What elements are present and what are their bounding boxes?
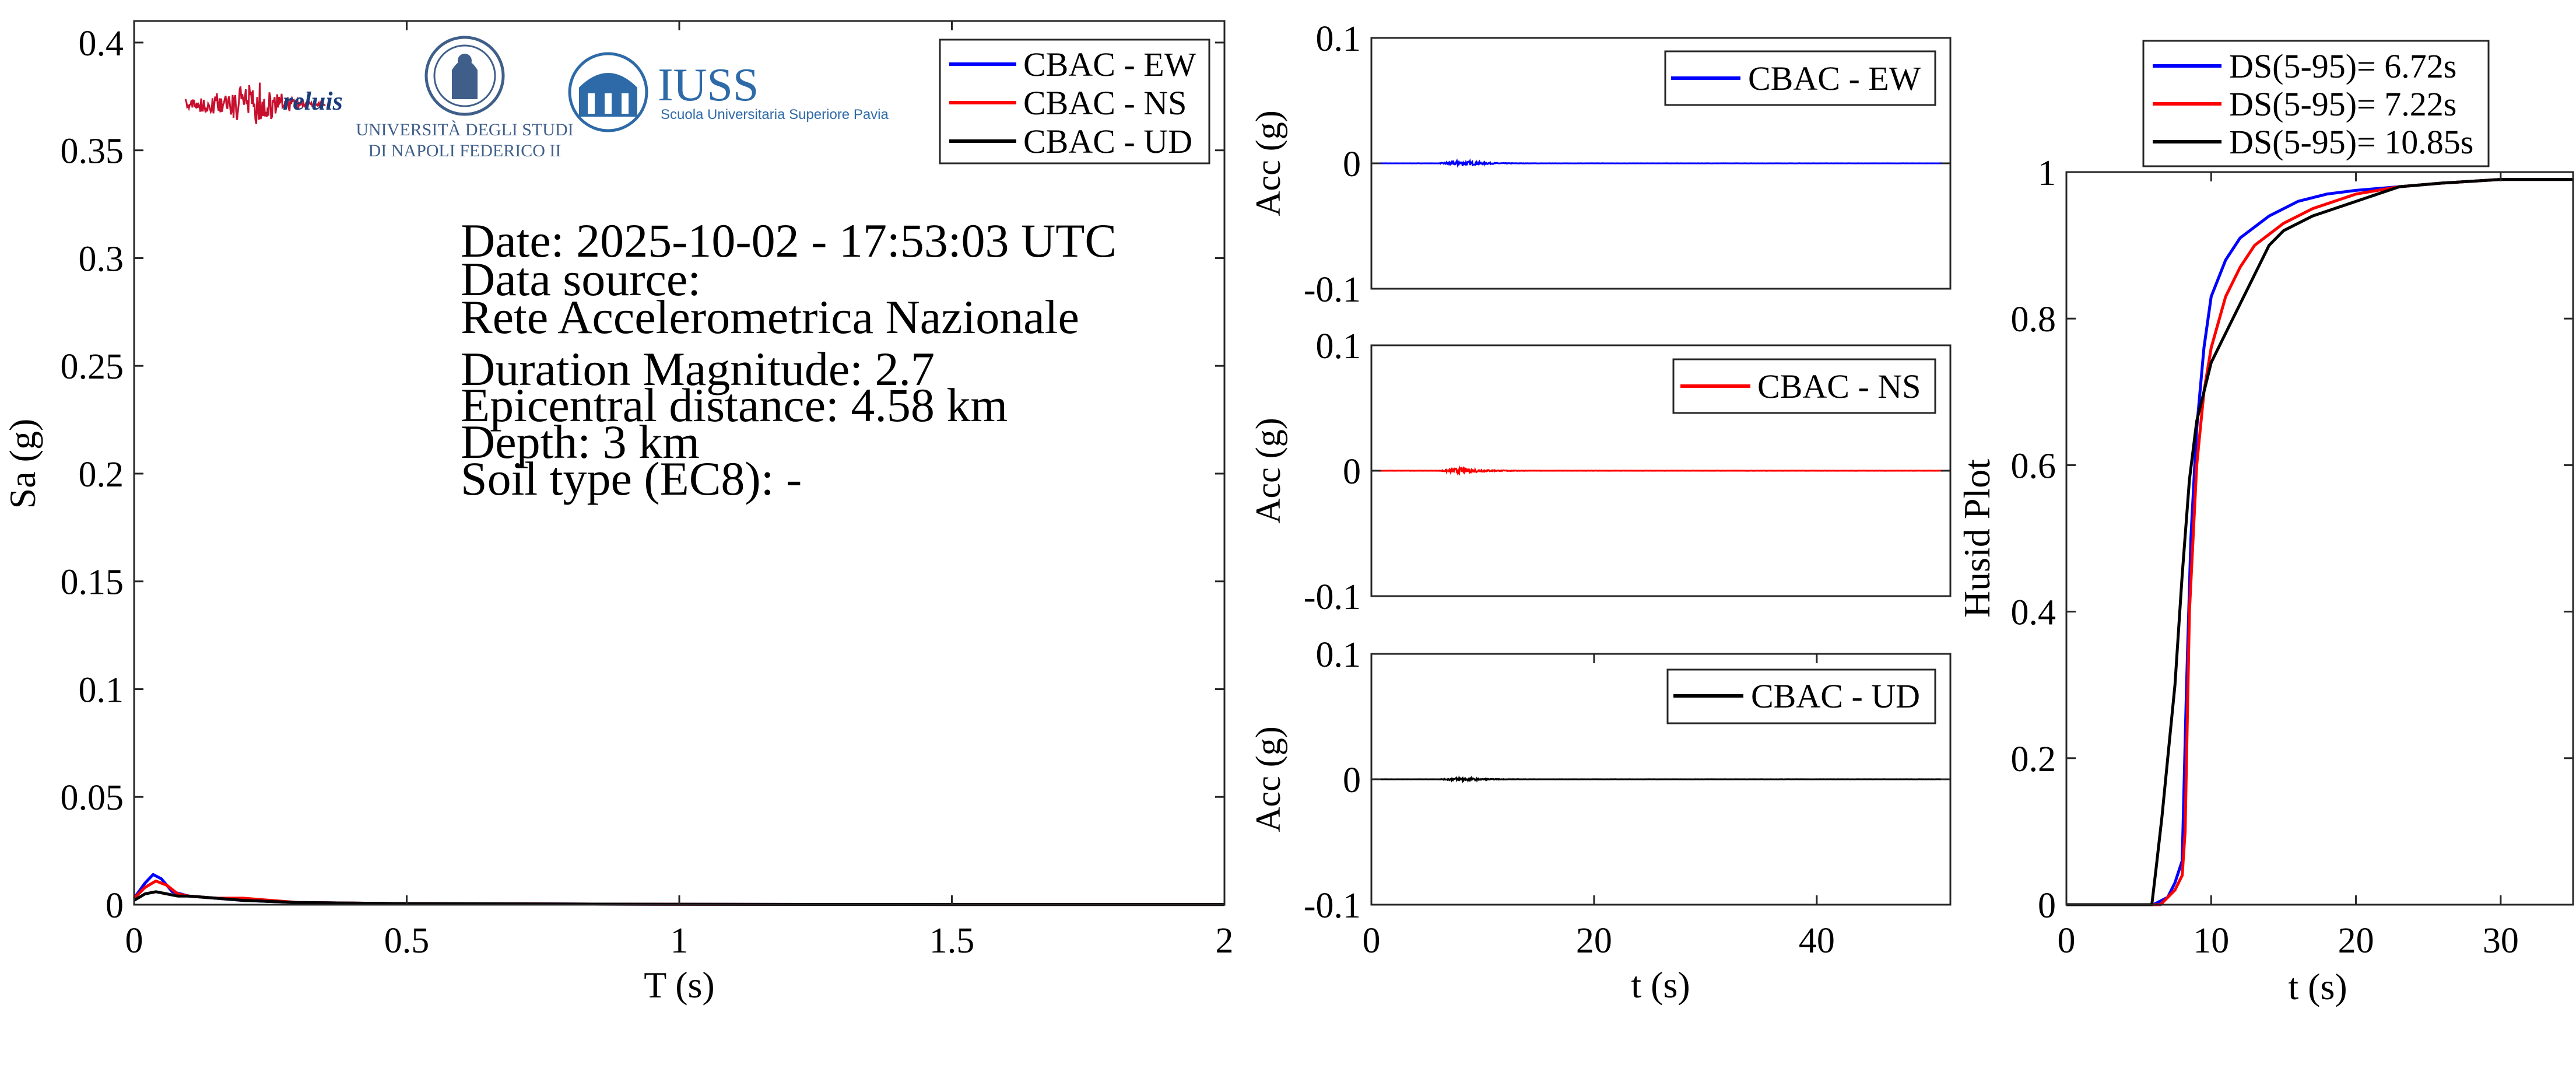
spectrum-xtick-label: 1 (671, 921, 689, 961)
legend-label-ud: CBAC - UD (1023, 122, 1192, 160)
acc-cbac-ew-ytick-label: 0.1 (1316, 19, 1361, 59)
spectrum-xtick-label: 0.5 (384, 921, 430, 961)
spectrum-xtick-label: 0 (125, 921, 143, 961)
acc-ud-x-axis-label: t (s) (1631, 964, 1690, 1006)
acc-ud-y-axis-label: Acc (g) (1249, 726, 1287, 832)
acc-ud-chart: Acc (g) t (s) CBAC - UD -0.100.10 20 40 (1249, 635, 1952, 1006)
spectrum-ytick-label: 0.35 (61, 132, 124, 171)
husid-xtick-label: 30 (2483, 921, 2519, 961)
legend-label-ew: CBAC - EW (1023, 45, 1196, 83)
acc-ns-legend: CBAC - NS (1672, 358, 1936, 414)
acc-cbac-ud-ytick-label: 0.1 (1316, 635, 1361, 675)
acc-ew-legend: CBAC - EW (1664, 50, 1936, 106)
info-data-source: Rete Accelerometrica Nazionale (461, 290, 1079, 344)
husid-ytick-label: 0.8 (2011, 300, 2056, 339)
acc-cbac-ns-ytick-label: 0.1 (1316, 327, 1361, 366)
event-info-block: Date: 2025-10-02 - 17:53:03 UTC Data sou… (461, 214, 1117, 505)
reluis-logo: reluis (184, 82, 343, 124)
reluis-logo-text: reluis (283, 87, 343, 115)
husid-xtick-label: 20 (2338, 921, 2374, 961)
acc-ud-legend-label: CBAC - UD (1751, 677, 1920, 715)
acc-series-cbac-ew (1371, 158, 1951, 169)
husid-chart: 00.20.40.60.81 0 10 20 30 t (s) Husid Plot … (1956, 40, 2574, 1007)
info-magnitude: Duration Magnitude: 2.7 (461, 342, 935, 395)
husid-xtick-label: 10 (2193, 921, 2229, 961)
legend-label-ns: CBAC - NS (1023, 84, 1187, 122)
spectrum-xtick-label: 2 (1216, 921, 1234, 961)
husid-series-ds-5-95-10-85s (2066, 178, 2573, 906)
acc-cbac-ud-xtick-label: 20 (1576, 921, 1612, 961)
info-data-source-label: Data source: (461, 253, 701, 306)
husid-xtick-label: 0 (2058, 921, 2076, 961)
spectrum-ytick-label: 0.15 (61, 563, 124, 603)
husid-x-ticks: 0 10 20 30 (2058, 172, 2519, 961)
acc-ticks-cbac-ns: -0.1 0 0.1 (1304, 327, 1950, 617)
spectrum-ytick-label: 0.4 (79, 24, 124, 64)
acc-series-cbac-ns (1371, 465, 1951, 477)
acc-cbac-ud-xtick-label: 0 (1363, 921, 1381, 961)
husid-ytick-label: 0.4 (2011, 593, 2056, 633)
reluis-waveform-icon (184, 82, 326, 124)
husid-y-axis-label: Husid Plot (1956, 459, 1998, 618)
spectrum-y-axis-label: Sa (g) (2, 419, 43, 509)
acc-cbac-ns-ytick-label: 0 (1343, 452, 1361, 492)
husid-ytick-label: 0 (2038, 886, 2056, 926)
acc-ns-y-axis-label: Acc (g) (1249, 418, 1287, 524)
acc-cbac-ew-ytick-label: -0.1 (1304, 270, 1361, 310)
info-soil-type: Soil type (EC8): - (461, 452, 802, 505)
husid-legend-label-ns: DS(5-95)= 7.22s (2229, 85, 2456, 123)
spectrum-ytick-label: 0.1 (79, 670, 124, 710)
unina-logo-line1: UNIVERSITÀ DEGLI STUDI (356, 120, 573, 139)
spectrum-x-axis-label: T (s) (644, 964, 714, 1006)
spectrum-ytick-label: 0 (106, 886, 124, 926)
unina-logo: UNIVERSITÀ DEGLI STUDI DI NAPOLI FEDERIC… (356, 36, 574, 160)
husid-legend-label-ud: DS(5-95)= 10.85s (2229, 123, 2473, 161)
acc-series-cbac-ud (1371, 775, 1950, 784)
acc-cbac-ew-ytick-label: 0 (1343, 145, 1361, 184)
husid-ytick-label: 1 (2038, 153, 2056, 193)
iuss-logo: IUSS Scuola Universitaria Superiore Pavi… (568, 52, 889, 132)
husid-series-group (2066, 178, 2573, 906)
husid-axes-box (2065, 171, 2574, 906)
husid-ytick-label: 0.2 (2011, 740, 2056, 779)
unina-logo-line2: DI NAPOLI FEDERICO II (368, 141, 561, 160)
spectrum-ytick-label: 0.25 (61, 347, 124, 387)
spectrum-ytick-label: 0.2 (79, 455, 124, 495)
husid-ytick-label: 0.6 (2011, 446, 2056, 486)
husid-y-ticks: 0 0.2 0.4 0.6 0.8 1 (2011, 153, 2573, 926)
acc-ns-chart: Acc (g) CBAC - NS -0.1 0 0.1 (1249, 327, 1952, 617)
husid-legend: DS(5-95)= 6.72s DS(5-95)= 7.22s DS(5-95)… (2142, 40, 2490, 167)
acc-ns-legend-label: CBAC - NS (1757, 367, 1921, 405)
iuss-logo-subtitle: Scuola Universitaria Superiore Pavia (661, 107, 889, 122)
iuss-logo-name: IUSS (658, 59, 759, 111)
husid-x-axis-label: t (s) (2288, 966, 2347, 1007)
acc-ew-y-axis-label: Acc (g) (1249, 110, 1287, 216)
info-epicentral-distance: Epicentral distance: 4.58 km (461, 379, 1008, 432)
husid-legend-label-ew: DS(5-95)= 6.72s (2229, 47, 2456, 85)
spectrum-ytick-label: 0.05 (61, 778, 124, 818)
acc-ew-legend-label: CBAC - EW (1748, 59, 1921, 97)
spectrum-legend: CBAC - EW CBAC - NS CBAC - UD (939, 38, 1210, 164)
spectrum-x-ticks: 0 0.5 1 1.5 2 (125, 21, 1234, 961)
spectrum-chart: 00.050.10.150.20.250.30.350.4 0 0.5 1 1.5 2 … (2, 20, 1234, 1006)
acc-ew-chart: Acc (g) CBAC - EW -0.1 0 0.1 (1249, 19, 1952, 310)
acc-cbac-ns-ytick-label: -0.1 (1304, 577, 1361, 617)
acc-ud-legend: CBAC - UD (1666, 668, 1936, 724)
acc-ticks-cbac-ew: -0.1 0 0.1 (1304, 19, 1950, 310)
acc-cbac-ud-ytick-label: -0.1 (1304, 886, 1361, 926)
acc-ticks-cbac-ud: -0.100.10 20 40 (1304, 635, 1950, 961)
spectrum-y-ticks: 0 0.05 0.1 0.15 0.2 0.25 0.3 0.35 0.4 (61, 24, 1224, 926)
info-depth: Depth: 3 km (461, 415, 700, 468)
acc-cbac-ud-xtick-label: 40 (1799, 921, 1835, 961)
acc-cbac-ud-ytick-label: 0 (1343, 761, 1361, 800)
spectrum-ytick-label: 0.3 (79, 239, 124, 279)
spectrum-xtick-label: 1.5 (929, 921, 975, 961)
info-date: Date: 2025-10-02 - 17:53:03 UTC (461, 214, 1117, 267)
